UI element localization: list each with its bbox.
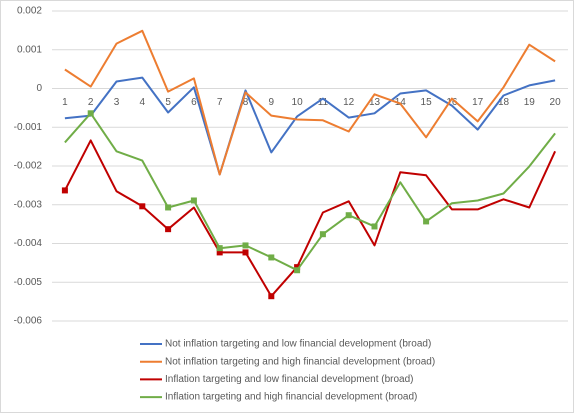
- legend-label: Not inflation targeting and high financi…: [165, 356, 435, 367]
- point-marker: [165, 226, 172, 233]
- x-tick-label: 17: [472, 97, 484, 108]
- x-tick-label: 20: [550, 97, 562, 108]
- x-tick-label: 4: [140, 97, 146, 108]
- point-marker: [268, 254, 275, 261]
- x-tick-label: 1: [62, 97, 68, 108]
- series-line: [64, 139, 557, 298]
- x-tick-label: 18: [498, 97, 510, 108]
- x-tick-label: 7: [217, 97, 223, 108]
- x-tick-label: 3: [114, 97, 120, 108]
- point-marker: [345, 212, 352, 219]
- point-marker: [190, 197, 197, 204]
- x-tick-label: 10: [292, 97, 304, 108]
- point-marker: [165, 204, 172, 211]
- y-tick-label: -0.006: [14, 316, 43, 327]
- x-tick-label: 5: [165, 97, 171, 108]
- x-tick-label: 9: [269, 97, 275, 108]
- x-tick-label: 16: [446, 97, 458, 108]
- x-tick-label: 19: [524, 97, 536, 108]
- point-marker: [87, 110, 94, 117]
- x-tick-label: 6: [191, 97, 197, 108]
- point-marker: [294, 267, 301, 274]
- point-marker: [139, 203, 146, 210]
- y-tick-label: -0.004: [14, 238, 43, 249]
- point-marker: [242, 242, 249, 249]
- y-tick-label: 0: [36, 83, 42, 94]
- y-tick-label: 0.002: [17, 6, 42, 17]
- y-tick-label: -0.001: [14, 122, 43, 133]
- point-marker: [61, 187, 68, 194]
- legend-label: Inflation targeting and low financial de…: [165, 374, 414, 385]
- point-marker: [268, 293, 275, 300]
- y-tick-label: 0.001: [17, 44, 42, 55]
- point-marker: [319, 231, 326, 238]
- point-marker: [371, 223, 378, 230]
- legend-label: Not inflation targeting and low financia…: [165, 339, 431, 350]
- point-marker: [294, 264, 301, 271]
- x-tick-label: 8: [243, 97, 249, 108]
- y-tick-label: -0.003: [14, 199, 43, 210]
- x-tick-label: 2: [88, 97, 94, 108]
- series-line: [64, 29, 556, 176]
- y-tick-label: -0.005: [14, 277, 43, 288]
- y-tick-label: -0.002: [14, 161, 43, 172]
- legend-label: Inflation targeting and high financial d…: [165, 392, 417, 403]
- x-tick-label: 12: [343, 97, 355, 108]
- series-line: [64, 112, 556, 272]
- point-marker: [216, 245, 223, 252]
- series-line: [64, 76, 556, 176]
- point-marker: [242, 249, 249, 256]
- point-marker: [216, 249, 223, 256]
- x-tick-label: 13: [369, 97, 381, 108]
- x-tick-label: 15: [421, 97, 433, 108]
- point-marker: [423, 218, 430, 225]
- x-tick-label: 11: [318, 97, 329, 108]
